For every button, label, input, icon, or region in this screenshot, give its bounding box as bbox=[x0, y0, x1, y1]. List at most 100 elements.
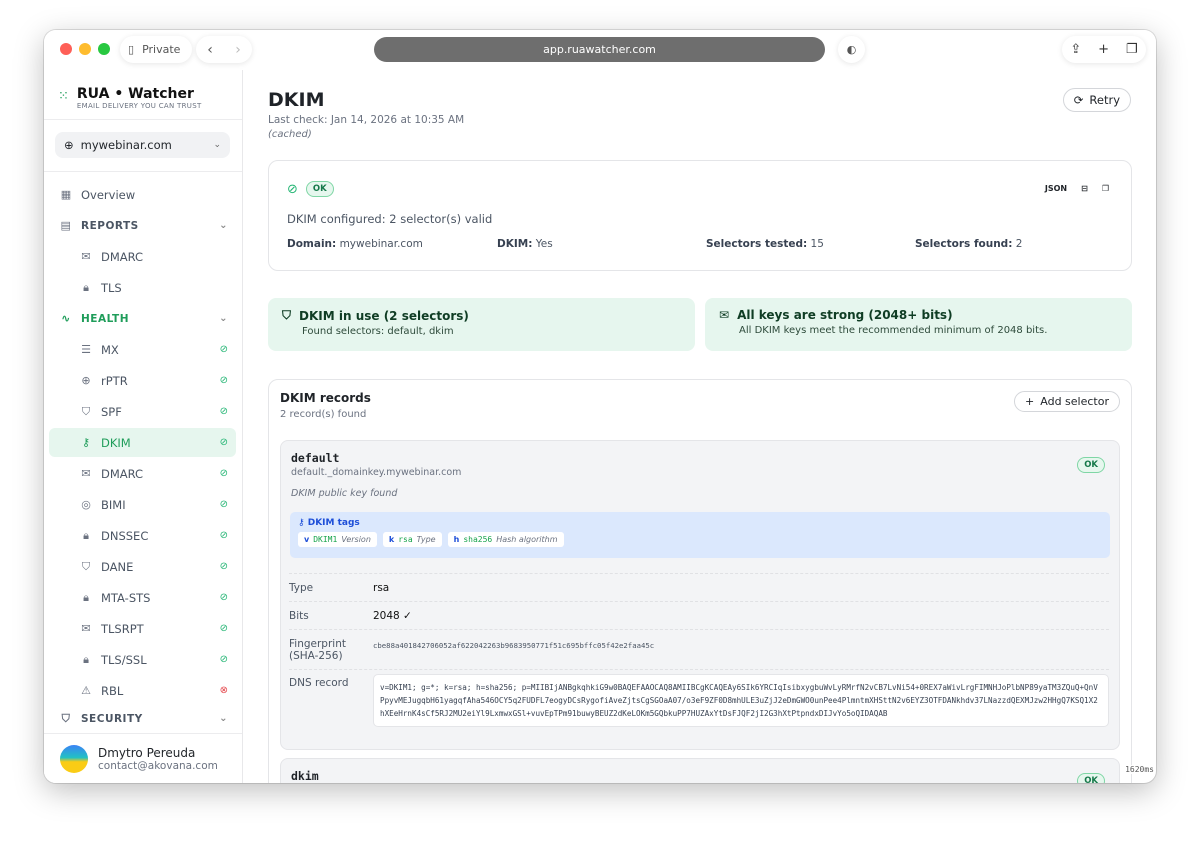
collapse-icon[interactable]: ⊟ bbox=[1081, 184, 1088, 193]
sidebar-item-mtasts[interactable]: 🔒︎ MTA-STS ⊘ bbox=[49, 583, 236, 612]
records-title: DKIM records bbox=[280, 391, 371, 405]
address-bar[interactable]: app.ruawatcher.com bbox=[374, 37, 825, 62]
summary-card: ⊘ OK JSON ⊟ ❐ DKIM configured: 2 selector(s… bbox=[268, 160, 1132, 271]
record-row: Fingerprint (SHA-256) cbe88a401842706052a… bbox=[289, 629, 1109, 669]
summary-message: DKIM configured: 2 selector(s) valid bbox=[287, 212, 493, 226]
new-tab-icon[interactable]: + bbox=[1098, 42, 1110, 57]
key-icon: ⚷ bbox=[298, 518, 308, 528]
info-keys-strong: ✉ All keys are strong (2048+ bits) All DKI… bbox=[705, 298, 1132, 351]
domain-select[interactable]: ⊕ mywebinar.com ⌄ bbox=[55, 132, 230, 158]
check-circle-icon: ⊘ bbox=[219, 375, 228, 386]
avatar bbox=[60, 744, 88, 773]
dkim-tag: k rsa Type bbox=[382, 532, 442, 547]
check-circle-icon: ⊘ bbox=[219, 437, 228, 448]
sidebar-item-mx[interactable]: ☰ MX ⊘ bbox=[49, 335, 236, 364]
sidebar-icon: ▯ bbox=[128, 43, 135, 56]
nav-buttons: ‹ › bbox=[196, 36, 252, 63]
record-row: DNS record v=DKIM1; g=*; k=rsa; h=sha256;… bbox=[289, 669, 1109, 733]
globe-icon: ⊕ bbox=[81, 374, 91, 387]
mail-icon: ✉ bbox=[81, 250, 91, 263]
sidebar-section-health[interactable]: ∿ HEALTH ⌄ bbox=[49, 304, 236, 333]
sidebar-item-overview[interactable]: ▦ Overview bbox=[60, 187, 136, 202]
retry-button[interactable]: ⟳ Retry bbox=[1062, 88, 1131, 112]
records-count: 2 record(s) found bbox=[280, 409, 367, 420]
user-profile[interactable]: Dmytro Pereuda contact@akovana.com bbox=[44, 733, 242, 783]
key-icon: ⚷ bbox=[81, 436, 91, 449]
sidebar-section-reports[interactable]: ▤ REPORTS ⌄ bbox=[60, 219, 228, 232]
browser-toolbar: ▯ Private ‹ › app.ruawatcher.com ◐ ⇪ + ❐ bbox=[44, 30, 1156, 70]
record-dkim: dkim OK bbox=[280, 758, 1120, 783]
check-circle-icon: ⊘ bbox=[219, 623, 228, 634]
sidebar-item-rptr[interactable]: ⊕ rPTR ⊘ bbox=[49, 366, 236, 395]
logo: ⁙ RUA • Watcher EMAIL DELIVERY YOU CAN TR… bbox=[58, 86, 202, 110]
forward-icon[interactable]: › bbox=[235, 41, 241, 58]
minimize-window-button[interactable] bbox=[79, 43, 91, 55]
check-circle-icon: ⊘ bbox=[219, 468, 228, 479]
sidebar-item-tls-reports[interactable]: 🔒︎ TLS bbox=[49, 273, 236, 302]
summary-field: Domain: mywebinar.com bbox=[287, 238, 423, 250]
refresh-icon: ⟳ bbox=[1073, 93, 1084, 107]
logo-icon: ⁙ bbox=[58, 89, 69, 104]
lock-icon: 🔒︎ bbox=[83, 528, 89, 542]
sidebar-item-dmarc-reports[interactable]: ✉ DMARC bbox=[49, 242, 236, 271]
browser-actions: ⇪ + ❐ bbox=[1062, 36, 1146, 63]
fingerprint-icon: ◎ bbox=[81, 498, 91, 511]
sidebar-item-dane[interactable]: ⛉ DANE ⊘ bbox=[49, 552, 236, 581]
sidebar-item-spf[interactable]: ⛉ SPF ⊘ bbox=[49, 397, 236, 426]
json-toggle[interactable]: JSON bbox=[1044, 184, 1068, 193]
maximize-window-button[interactable] bbox=[98, 43, 110, 55]
shield-check-icon: ⛉ bbox=[61, 711, 71, 725]
chevron-down-icon: ⌄ bbox=[213, 140, 221, 150]
sidebar-item-tlsssl[interactable]: 🔒︎ TLS/SSL ⊘ bbox=[49, 645, 236, 674]
summary-field: DKIM: Yes bbox=[497, 238, 553, 250]
close-window-button[interactable] bbox=[60, 43, 72, 55]
lock-icon: 🔒︎ bbox=[83, 652, 89, 666]
warning-icon: ⚠ bbox=[81, 684, 91, 697]
record-row: Type rsa bbox=[289, 573, 1109, 601]
dns-record-value[interactable]: v=DKIM1; g=*; k=rsa; h=sha256; p=MIIBIjA… bbox=[373, 674, 1109, 727]
status-badge: OK bbox=[1077, 457, 1105, 473]
globe-icon: ⊕ bbox=[64, 138, 74, 152]
sidebar-item-tlsrpt[interactable]: ✉ TLSRPT ⊘ bbox=[49, 614, 236, 643]
main-content: DKIM Last check: Jan 14, 2026 at 10:35 A… bbox=[244, 70, 1156, 783]
tabs-icon[interactable]: ❐ bbox=[1125, 42, 1138, 57]
summary-field: Selectors found: 2 bbox=[915, 238, 1023, 250]
lock-icon: 🔒︎ bbox=[83, 590, 89, 604]
shield-icon[interactable]: ◐ bbox=[838, 36, 865, 63]
sidebar: ⁙ RUA • Watcher EMAIL DELIVERY YOU CAN TR… bbox=[44, 70, 243, 783]
sidebar-item-dkim[interactable]: ⚷ DKIM ⊘ bbox=[49, 428, 236, 457]
dkim-tags: ⚷ DKIM tags v DKIM1 Version k rsa Type h sha256… bbox=[290, 512, 1110, 558]
shield-icon: ⛉ bbox=[81, 404, 91, 418]
check-circle-icon: ⊘ bbox=[219, 499, 228, 510]
add-selector-button[interactable]: + Add selector bbox=[1014, 391, 1120, 412]
mail-check-icon: ✉ bbox=[719, 308, 730, 322]
mail-icon: ✉ bbox=[81, 622, 91, 635]
status-badge: OK bbox=[1077, 773, 1105, 783]
dkim-records-card: DKIM records 2 record(s) found + Add sele… bbox=[268, 379, 1132, 783]
document-icon: ▤ bbox=[60, 219, 72, 232]
status-badge: OK bbox=[305, 181, 334, 197]
server-icon: ☰ bbox=[81, 343, 91, 356]
check-circle-icon: ⊘ bbox=[287, 181, 298, 197]
x-circle-icon: ⊗ bbox=[219, 685, 228, 696]
mail-icon: ✉ bbox=[81, 467, 91, 480]
sidebar-section-security[interactable]: ⛉ SECURITY ⌄ bbox=[49, 704, 236, 733]
check-circle-icon: ⊘ bbox=[219, 406, 228, 417]
check-circle-icon: ⊘ bbox=[219, 344, 228, 355]
sidebar-item-rbl[interactable]: ⚠ RBL ⊗ bbox=[49, 676, 236, 705]
copy-icon[interactable]: ❐ bbox=[1101, 184, 1109, 193]
info-dkim-in-use: ⛉ DKIM in use (2 selectors) Found selector… bbox=[268, 298, 695, 351]
dkim-tag: v DKIM1 Version bbox=[298, 532, 377, 547]
check-circle-icon: ⊘ bbox=[219, 561, 228, 572]
shield-icon: ⛉ bbox=[81, 559, 91, 573]
share-icon[interactable]: ⇪ bbox=[1070, 42, 1082, 57]
sidebar-item-bimi[interactable]: ◎ BIMI ⊘ bbox=[49, 490, 236, 519]
lock-icon: 🔒︎ bbox=[83, 280, 89, 294]
back-icon[interactable]: ‹ bbox=[207, 41, 213, 58]
sidebar-item-dmarc[interactable]: ✉ DMARC ⊘ bbox=[49, 459, 236, 488]
record-row: Bits 2048 ✓ bbox=[289, 601, 1109, 629]
sidebar-item-dnssec[interactable]: 🔒︎ DNSSEC ⊘ bbox=[49, 521, 236, 550]
dkim-tag: h sha256 Hash algorithm bbox=[447, 532, 564, 547]
check-circle-icon: ⊘ bbox=[219, 530, 228, 541]
private-tab-button[interactable]: ▯ Private bbox=[120, 36, 192, 63]
